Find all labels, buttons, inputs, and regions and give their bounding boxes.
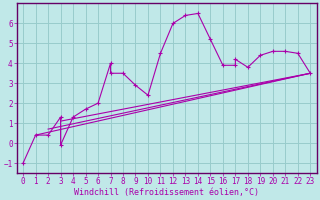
X-axis label: Windchill (Refroidissement éolien,°C): Windchill (Refroidissement éolien,°C)	[74, 188, 259, 197]
